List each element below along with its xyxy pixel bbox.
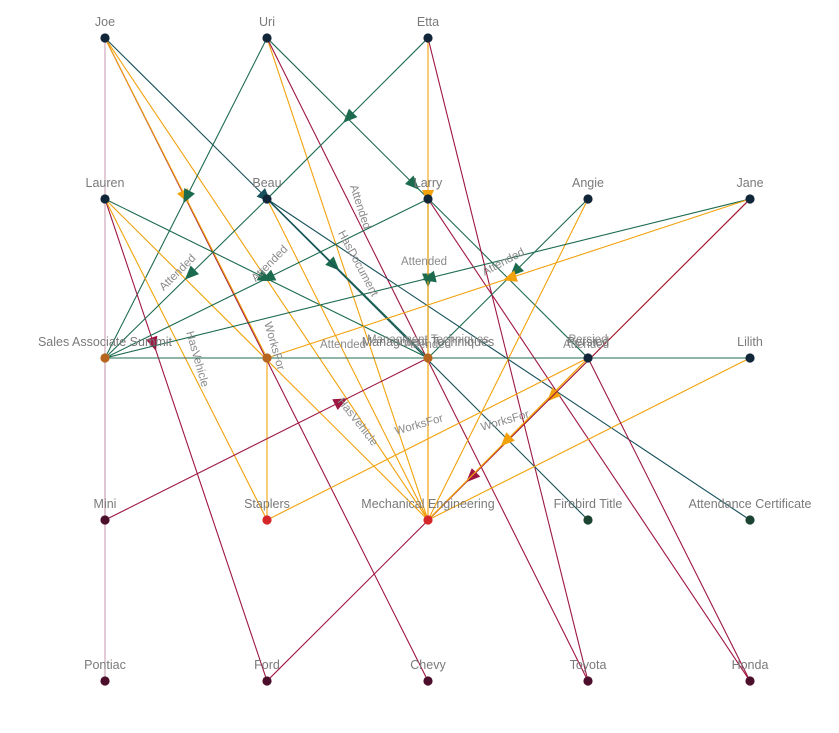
node-labels-layer: Joe Uri Etta Lauren Beau Larry Angie Jane Sales … bbox=[38, 15, 812, 672]
node-beau[interactable] bbox=[262, 194, 272, 204]
edge-lilith-mechanical_engineering[interactable] bbox=[431, 359, 747, 519]
node-pontiac[interactable] bbox=[100, 676, 110, 686]
node-chevy[interactable] bbox=[423, 676, 433, 686]
node-label-mechanical_engineering: Mechanical Engineering bbox=[361, 497, 494, 511]
node-label-staplers: Staplers bbox=[244, 497, 290, 511]
node-label-mini: Mini bbox=[94, 497, 117, 511]
node-label-firebird_title: Firebird Title bbox=[554, 497, 623, 511]
node-label-attendance_certificate: Attendance Certificate bbox=[689, 497, 812, 511]
edge-label-hasvehicle-9: HasVehicle bbox=[183, 330, 210, 389]
edge-larry-honda[interactable] bbox=[430, 202, 748, 678]
node-lauren[interactable] bbox=[100, 194, 110, 204]
node-label-chevy: Chevy bbox=[410, 658, 446, 672]
node-label-jane: Jane bbox=[736, 176, 763, 190]
node-ford[interactable] bbox=[262, 676, 272, 686]
node-larry[interactable] bbox=[423, 194, 433, 204]
node-worksfor_hub[interactable] bbox=[262, 353, 272, 363]
edge-arrow-icon bbox=[421, 270, 437, 283]
node-angie[interactable] bbox=[583, 194, 593, 204]
edge-arrow-icon bbox=[343, 108, 358, 123]
node-staplers[interactable] bbox=[262, 515, 272, 525]
node-label-honda: Honda bbox=[732, 658, 769, 672]
node-label-sales_associate_summit: Sales Associate Summit bbox=[38, 335, 173, 349]
node-toyota[interactable] bbox=[583, 676, 593, 686]
edge-label-persied-15: Persied bbox=[569, 334, 608, 346]
node-mini[interactable] bbox=[100, 515, 110, 525]
edge-arrow-icon bbox=[332, 398, 348, 411]
edge-label-attended-4: Attended bbox=[401, 256, 447, 268]
edge-arrow-icon bbox=[145, 335, 158, 351]
edge-label-hasvehicle-11: HasVehicle bbox=[335, 396, 380, 449]
edge-arrow-icon bbox=[184, 265, 200, 280]
node-label-etta: Etta bbox=[417, 15, 439, 29]
node-label-beau: Beau bbox=[252, 176, 281, 190]
edge-mechanical_engineering-persied[interactable] bbox=[430, 360, 586, 518]
edge-lauren-ford[interactable] bbox=[105, 203, 267, 677]
node-etta[interactable] bbox=[423, 33, 433, 43]
node-mechanical_engineering[interactable] bbox=[423, 515, 433, 525]
edge-angie-mechanical_engineering[interactable] bbox=[429, 202, 587, 517]
node-label-ford: Ford bbox=[254, 658, 280, 672]
node-label-managment_techniques: Managment Techniques bbox=[362, 335, 495, 349]
nodes-layer bbox=[100, 33, 755, 686]
edge-mini-managment_techniques[interactable] bbox=[108, 359, 425, 519]
node-managment_techniques[interactable] bbox=[423, 353, 433, 363]
edge-arrow-icon bbox=[405, 175, 420, 190]
node-label-pontiac: Pontiac bbox=[84, 658, 126, 672]
node-attendance_certificate[interactable] bbox=[745, 515, 755, 525]
edge-arrow-icon bbox=[325, 256, 340, 271]
node-label-larry: Larry bbox=[414, 176, 443, 190]
node-honda[interactable] bbox=[745, 676, 755, 686]
edge-arrow-icon bbox=[183, 188, 195, 204]
node-label-toyota: Toyota bbox=[570, 658, 607, 672]
node-label-uri: Uri bbox=[259, 15, 275, 29]
edges-layer bbox=[104, 40, 749, 679]
node-label-persied: Persied bbox=[567, 335, 609, 349]
edge-label-worksfor-13: WorksFor bbox=[480, 408, 531, 433]
edge-arrow-icon bbox=[261, 269, 277, 282]
node-uri[interactable] bbox=[262, 33, 272, 43]
node-lilith[interactable] bbox=[745, 353, 755, 363]
edge-persied-honda[interactable] bbox=[589, 361, 749, 678]
edge-label-managment-techniques-14: Managment Techniques bbox=[367, 334, 489, 346]
node-sales_associate_summit[interactable] bbox=[100, 353, 110, 363]
node-label-lilith: Lilith bbox=[737, 335, 763, 349]
node-joe[interactable] bbox=[100, 33, 110, 43]
node-firebird_title[interactable] bbox=[583, 515, 593, 525]
node-persied[interactable] bbox=[583, 353, 593, 363]
edge-label-attended-8: Attended bbox=[563, 339, 609, 351]
edge-label-attended-6: Attended bbox=[320, 339, 366, 351]
edge-beau-mechanical_engineering[interactable] bbox=[268, 202, 427, 517]
node-label-lauren: Lauren bbox=[86, 176, 125, 190]
node-label-angie: Angie bbox=[572, 176, 604, 190]
edge-arrow-icon bbox=[466, 468, 481, 483]
node-label-joe: Joe bbox=[95, 15, 115, 29]
edge-label-worksfor-10: WorksFor bbox=[261, 321, 286, 372]
edge-lauren-staplers[interactable] bbox=[106, 202, 266, 517]
edge-label-attended-7: Attended bbox=[405, 339, 451, 351]
node-jane[interactable] bbox=[745, 194, 755, 204]
edge-arrow-icon bbox=[502, 270, 518, 282]
